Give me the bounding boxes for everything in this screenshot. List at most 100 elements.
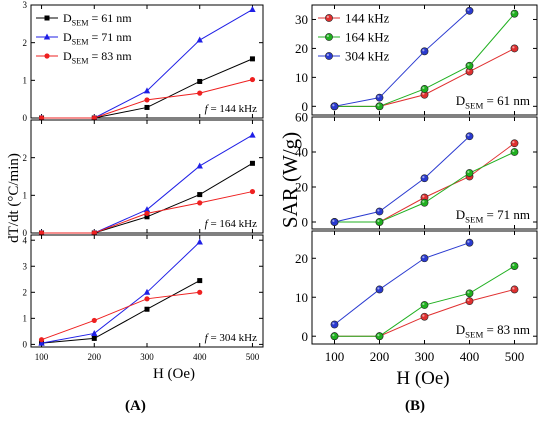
- data-point-shine: [467, 240, 470, 243]
- data-point: [196, 238, 203, 245]
- series-0: [39, 278, 203, 346]
- data-point: [197, 78, 203, 84]
- chart-annotation: DSEM = 71 nm: [456, 207, 530, 225]
- data-point-shine: [422, 92, 425, 95]
- data-point: [420, 85, 429, 93]
- series-2: [38, 188, 256, 236]
- x-tick-label: 400: [460, 349, 480, 364]
- chart-b2: 0 20 40 60 DSEM = 71 nm: [295, 110, 538, 230]
- series-line: [41, 280, 200, 344]
- data-point: [465, 132, 474, 141]
- data-point: [144, 104, 150, 110]
- panel-a-label: (A): [125, 398, 146, 414]
- data-point-shine: [467, 69, 470, 72]
- data-point-shine: [377, 334, 380, 337]
- y-tick-label: 0: [302, 215, 309, 230]
- data-point: [143, 288, 151, 295]
- y-tick-label: 4: [23, 235, 28, 245]
- data-point: [249, 6, 256, 13]
- data-point: [375, 93, 384, 102]
- panel-a-y-axis-label: dT/dt (°C/min): [6, 153, 22, 243]
- data-point-shine: [332, 322, 335, 325]
- y-tick-label: 10: [295, 290, 308, 305]
- data-point: [91, 115, 97, 121]
- legend-label: 164 kHz: [345, 30, 390, 45]
- data-point: [197, 192, 203, 198]
- legend-item-0: 144 kHz: [318, 11, 390, 26]
- legend-item-2: 304 kHz: [318, 49, 390, 64]
- data-point: [249, 131, 256, 138]
- data-point-shine: [512, 287, 515, 290]
- data-point-shine: [467, 8, 470, 11]
- data-point-shine: [467, 134, 470, 137]
- panel-b-x-axis-label: H (Oe): [396, 368, 449, 389]
- data-point: [91, 317, 97, 324]
- data-point-shine: [467, 63, 470, 66]
- series-2: [38, 289, 203, 343]
- x-tick-label: 300: [415, 349, 435, 364]
- legend-label: DSEM = 61 nm: [63, 11, 132, 27]
- y-tick-label: 2: [23, 153, 28, 163]
- data-point: [510, 9, 519, 18]
- y-tick-label: 20: [295, 180, 308, 195]
- data-point-shine: [422, 302, 425, 306]
- legend-item-1: DSEM = 71 nm: [36, 30, 132, 46]
- legend-marker: [44, 53, 50, 59]
- data-point: [510, 148, 519, 156]
- chart-a2: 0 1 2 f = 164 kHz: [23, 119, 264, 238]
- chart-b3: 0 10 20 100 200 300 400 500 DSEM = 83 nm: [295, 230, 538, 364]
- data-point-shine: [422, 49, 425, 52]
- x-tick-label: 200: [88, 352, 102, 362]
- chart-annotation: f = 144 kHz: [205, 103, 257, 115]
- legend-label: 304 kHz: [345, 49, 390, 64]
- series-line: [334, 10, 470, 107]
- legend-item-0: DSEM = 61 nm: [36, 11, 132, 27]
- series-line: [334, 135, 470, 223]
- y-tick-label: 1: [23, 75, 28, 85]
- legend-marker-shine: [326, 34, 329, 38]
- y-tick-label: 3: [23, 0, 28, 10]
- series-line: [41, 291, 200, 341]
- data-point-shine: [377, 95, 380, 98]
- y-tick-label: 3: [23, 261, 28, 271]
- y-tick-label: 2: [23, 38, 28, 48]
- data-point: [465, 61, 474, 70]
- data-point: [330, 102, 339, 111]
- data-point: [249, 160, 255, 166]
- data-point: [197, 289, 203, 295]
- data-point: [91, 230, 97, 236]
- legend-label: 144 kHz: [345, 11, 390, 26]
- data-point: [38, 115, 45, 121]
- y-tick-label: 1: [23, 313, 28, 323]
- data-point: [38, 230, 45, 236]
- series-1: [38, 238, 203, 346]
- legend-marker-shine: [326, 15, 329, 18]
- series-1: [330, 262, 519, 341]
- data-point: [249, 76, 256, 83]
- data-point-shine: [377, 209, 380, 212]
- data-point-shine: [422, 176, 425, 179]
- data-point-shine: [512, 141, 515, 144]
- series-2: [330, 238, 474, 329]
- legend-item-2: DSEM = 83 nm: [36, 49, 132, 65]
- data-point: [38, 337, 45, 343]
- data-point: [91, 329, 98, 336]
- data-point: [510, 44, 519, 53]
- data-point-shine: [422, 200, 425, 203]
- data-point: [249, 56, 255, 62]
- data-point: [375, 102, 384, 111]
- data-point: [197, 200, 203, 206]
- data-point-shine: [332, 219, 335, 222]
- chart-b1: 0 10 20 30 144 kHz 164 kHz 304 kHz DSEM = 61 nm: [295, 4, 538, 116]
- y-tick-label: 20: [295, 41, 308, 56]
- x-tick-label: 100: [325, 349, 345, 364]
- data-point-shine: [512, 11, 515, 14]
- chart-a3: 0 1 2 3 4 100 200 300 400 500 f = 304 kHz: [23, 234, 264, 362]
- data-point-shine: [512, 149, 515, 152]
- data-point: [196, 162, 203, 169]
- panel-b-y-axis-label: SAR (W/g): [278, 132, 302, 228]
- data-point: [510, 262, 519, 270]
- data-point: [375, 332, 384, 341]
- legend-marker: [325, 52, 333, 60]
